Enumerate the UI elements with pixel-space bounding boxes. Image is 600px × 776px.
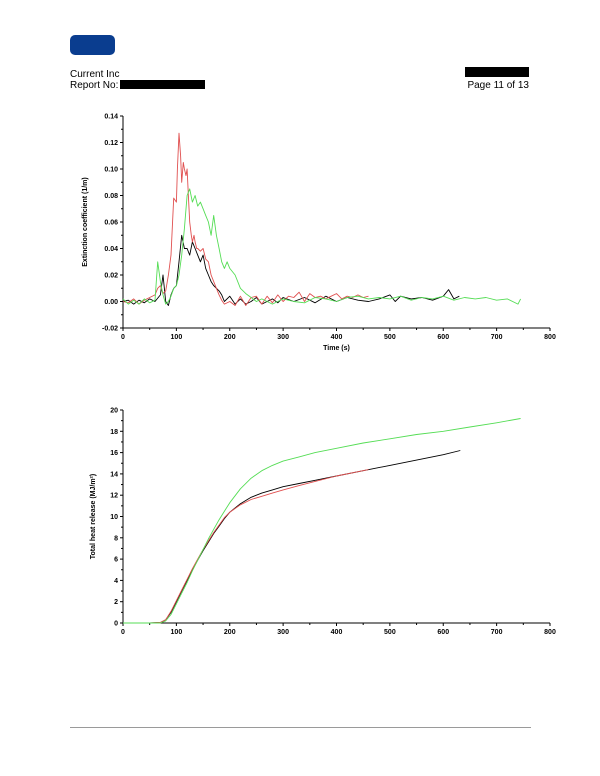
series-line-black	[122, 234, 460, 306]
page-number: Page 11 of 13	[467, 80, 529, 91]
x-tick-label: 400	[331, 334, 343, 341]
x-axis-label: Time (s)	[323, 345, 350, 352]
x-tick-label: 800	[544, 334, 556, 341]
series-line-green	[123, 418, 521, 624]
y-tick-label: 0.02	[104, 273, 118, 280]
y-tick-label: 14	[110, 471, 118, 478]
x-tick-label: 600	[437, 629, 449, 636]
company-name: Current Inc	[70, 69, 120, 80]
x-tick-label: 100	[171, 334, 183, 341]
x-tick-label: 500	[384, 629, 396, 636]
y-tick-label: 6	[114, 557, 118, 564]
x-tick-label: 400	[331, 629, 343, 636]
x-tick-label: 200	[224, 334, 236, 341]
y-axis-label: Total heat release (MJ/m²)	[90, 474, 97, 559]
y-tick-label: 12	[110, 493, 118, 500]
series-line-red	[122, 132, 369, 306]
x-tick-label: 700	[491, 629, 503, 636]
y-tick-label: 0.06	[104, 220, 118, 227]
report-number-label: Report No:	[70, 80, 119, 91]
footer-divider	[70, 727, 531, 728]
y-tick-label: 4	[114, 578, 118, 585]
x-tick-label: 600	[437, 334, 449, 341]
y-tick-label: 0	[114, 621, 118, 628]
y-tick-label: 18	[110, 429, 118, 436]
x-tick-label: 300	[277, 334, 289, 341]
x-tick-label: 500	[384, 334, 396, 341]
company-logo	[70, 35, 115, 55]
y-tick-label: 0.12	[104, 140, 118, 147]
x-tick-label: 100	[171, 629, 183, 636]
x-tick-label: 300	[277, 629, 289, 636]
y-axis-label: Extinction coefficient (1/m)	[82, 177, 89, 266]
y-tick-label: 10	[110, 514, 118, 521]
y-tick-label: 2	[114, 599, 118, 606]
redacted-report-number	[120, 80, 205, 89]
series-line-black	[123, 450, 461, 624]
series-line-green	[122, 188, 522, 305]
y-tick-label: 8	[114, 535, 118, 542]
y-tick-label: 20	[110, 408, 118, 415]
x-tick-label: 800	[544, 629, 556, 636]
y-tick-label: 16	[110, 450, 118, 457]
y-tick-label: -0.02	[102, 326, 118, 333]
x-tick-label: 0	[121, 629, 125, 636]
x-tick-label: 700	[491, 334, 503, 341]
y-tick-label: 0.10	[104, 167, 118, 174]
x-tick-label: 200	[224, 629, 236, 636]
x-tick-label: 0	[121, 334, 125, 341]
y-tick-label: 0.00	[104, 299, 118, 306]
y-tick-label: 0.14	[104, 114, 118, 121]
y-tick-label: 0.08	[104, 193, 118, 200]
y-tick-label: 0.04	[104, 246, 118, 253]
series-line-red	[123, 469, 369, 624]
redacted-header-field	[465, 67, 529, 77]
